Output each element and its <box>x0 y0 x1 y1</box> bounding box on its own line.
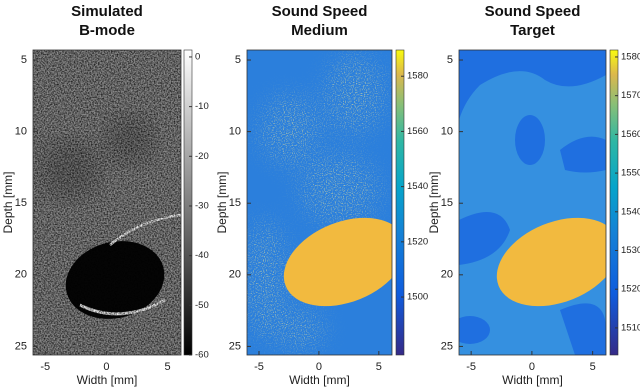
y-axis-label: Depth [mm] <box>427 171 441 233</box>
y-tick-label: 25 <box>441 340 453 352</box>
colorbar-tick-label: 1580 <box>407 71 428 82</box>
colorbar-tick-label: -50 <box>195 300 209 311</box>
colorbar-tick-label: 1510 <box>621 322 640 333</box>
x-tick-label: -5 <box>466 361 476 373</box>
y-tick-label: 15 <box>441 197 453 209</box>
colorbar-tick-label: -30 <box>195 200 209 211</box>
colorbar-tick-label: 1560 <box>407 126 428 137</box>
colorbar-tick-label: 1520 <box>407 236 428 247</box>
x-tick-label: 0 <box>529 361 535 373</box>
colorbar-tick-label: 1560 <box>621 129 640 140</box>
colorbar-tick-label: 1570 <box>621 90 640 101</box>
y-axis-label: Depth [mm] <box>1 171 15 233</box>
x-tick-label: -5 <box>40 361 50 373</box>
colorbar-tick-label: 0 <box>195 51 200 62</box>
colorbar <box>183 49 193 356</box>
colorbar <box>395 49 405 356</box>
y-tick-label: 20 <box>15 269 27 281</box>
colorbar-tick-label: 1540 <box>407 181 428 192</box>
colorbar-tick-label: -10 <box>195 101 209 112</box>
x-tick-label: 5 <box>376 361 382 373</box>
colorbar <box>609 49 619 356</box>
axes-box <box>246 49 393 356</box>
target-image <box>459 50 606 355</box>
x-tick-label: 5 <box>164 361 170 373</box>
axes-box <box>32 49 182 356</box>
y-axis-label: Depth [mm] <box>215 171 229 233</box>
x-tick-label: 0 <box>316 361 322 373</box>
x-axis-label: Width [mm] <box>289 373 350 387</box>
y-tick-label: 10 <box>229 126 241 138</box>
colorbar-tick-label: 1550 <box>621 168 640 179</box>
x-axis-label: Width [mm] <box>502 373 563 387</box>
medium-image <box>247 50 392 355</box>
panel-title: Sound Speed <box>485 3 581 20</box>
panel-title: Simulated <box>71 3 143 20</box>
colorbar-tick-label: -60 <box>195 350 209 361</box>
colorbar-tick-label: 1530 <box>621 245 640 256</box>
y-tick-label: 10 <box>15 126 27 138</box>
panel-title: Sound Speed <box>272 3 368 20</box>
colorbar-tick-label: 1540 <box>621 206 640 217</box>
y-tick-label: 25 <box>229 340 241 352</box>
y-tick-label: 20 <box>229 269 241 281</box>
panel-title: Medium <box>291 22 348 39</box>
panel-title: B-mode <box>79 22 135 39</box>
axes-box <box>458 49 607 356</box>
y-tick-label: 20 <box>441 269 453 281</box>
y-tick-label: 5 <box>447 54 453 66</box>
x-axis-label: Width [mm] <box>77 373 138 387</box>
y-tick-label: 15 <box>15 197 27 209</box>
y-tick-label: 5 <box>235 54 241 66</box>
y-tick-label: 5 <box>21 54 27 66</box>
colorbar-tick-label: -40 <box>195 250 209 261</box>
x-tick-label: 5 <box>590 361 596 373</box>
bmode-image <box>33 50 181 355</box>
colorbar-tick-label: -20 <box>195 151 209 162</box>
colorbar-tick-label: 1500 <box>407 292 428 303</box>
panel-title: Target <box>510 22 555 39</box>
x-tick-label: -5 <box>254 361 264 373</box>
y-tick-label: 10 <box>441 126 453 138</box>
y-tick-label: 15 <box>229 197 241 209</box>
x-tick-label: 0 <box>103 361 109 373</box>
colorbar-tick-label: 1520 <box>621 284 640 295</box>
colorbar-tick-label: 1580 <box>621 51 640 62</box>
y-tick-label: 25 <box>15 340 27 352</box>
